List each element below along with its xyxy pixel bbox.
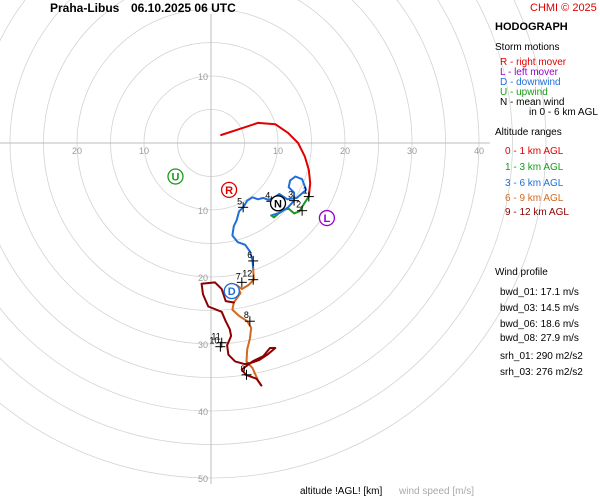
y-tick-label: 10: [198, 72, 208, 82]
storm-marker-circle: [318, 209, 336, 227]
height-mark-2: 2: [296, 200, 308, 216]
x-tick-label: 20: [72, 146, 82, 156]
speed-axis-label: wind speed [m/s]: [399, 486, 475, 497]
height-mark-12: 12: [242, 269, 259, 285]
y-tick-label: 40: [198, 407, 208, 417]
storm-marker-letter: U: [172, 172, 180, 184]
height-mark-label: 1: [303, 186, 308, 196]
height-mark-11: 11: [211, 332, 227, 348]
altitude-item-9-12: 9 - 12 km AGL: [505, 207, 569, 218]
storm-marker-circle: [167, 168, 184, 185]
storm-marker-letter: N: [274, 198, 282, 210]
storm-marker-circle: [220, 181, 238, 199]
x-tick-label: 20: [340, 146, 350, 156]
storm-marker-u: U: [167, 168, 184, 185]
storm-marker-l: L: [318, 209, 336, 227]
storm-item-d: D - downwind: [500, 77, 561, 88]
profile-srh-03: srh_03: 276 m2/s2: [500, 367, 583, 378]
altitude-item-6-9: 6 - 9 km AGL: [505, 193, 564, 204]
storm-item-n: N - mean wind: [500, 97, 565, 108]
series-3-6-km: [231, 175, 308, 270]
storm-item-r: R - right mover: [500, 57, 567, 68]
y-tick-label: 30: [198, 340, 208, 350]
height-mark-label: 7: [236, 271, 241, 281]
height-mark-6: 6: [247, 250, 259, 266]
y-tick-label: 20: [198, 273, 208, 283]
wind-profile-title: Wind profile: [495, 267, 548, 278]
storm-marker-letter: R: [225, 185, 233, 197]
ring-50: [0, 0, 547, 479]
height-mark-label: 8: [244, 310, 249, 320]
storm-motions-title: Storm motions: [495, 42, 560, 53]
altitude-axis-label: altitude !AGL! [km]: [300, 486, 383, 497]
profile-bwd-08: bwd_08: 27.9 m/s: [500, 333, 579, 344]
altitude-item-0-1: 0 - 1 km AGL: [505, 146, 564, 157]
hodograph-series: [200, 121, 312, 387]
altitude-item-3-6: 3 - 6 km AGL: [505, 178, 564, 189]
height-mark-10: 10: [209, 336, 226, 352]
y-tick-label: 10: [198, 206, 208, 216]
profile-bwd-01: bwd_01: 17.1 m/s: [500, 287, 579, 298]
x-tick-label: 10: [273, 146, 283, 156]
storm-marker-n: N: [269, 195, 287, 212]
y-tick-label: 50: [198, 474, 208, 484]
altitude-item-1-3: 1 - 3 km AGL: [505, 162, 564, 173]
height-mark-label: 5: [237, 196, 242, 206]
profile-srh-01: srh_01: 290 m2/s2: [500, 351, 583, 362]
storm-item-n-note: in 0 - 6 km AGL: [529, 107, 598, 118]
height-mark-label: 10: [209, 336, 219, 346]
storm-marker-circle: [223, 282, 240, 300]
height-mark-9: 9: [240, 364, 252, 380]
height-mark-3: 3: [288, 190, 300, 206]
height-mark-5: 5: [237, 196, 249, 213]
storm-marker-d: D: [223, 282, 240, 300]
station-name: Praha-Libus: [50, 1, 120, 15]
height-mark-label: 6: [247, 250, 252, 260]
speed-rings: [0, 0, 547, 479]
tick-labels: 20 10 10 20 30 40 10 10 20 30 40 50: [72, 72, 484, 484]
x-tick-label: 10: [139, 146, 149, 156]
height-mark-label: 12: [242, 269, 252, 279]
panel-title: HODOGRAPH: [495, 21, 568, 33]
series-0-1-km: [220, 121, 312, 198]
profile-bwd-06: bwd_06: 18.6 m/s: [500, 319, 579, 330]
height-mark-8: 8: [244, 310, 255, 327]
storm-marker-circle: [269, 195, 287, 212]
height-mark-7: 7: [236, 271, 247, 288]
storm-marker-r: R: [220, 181, 238, 199]
series-9-12-km: [200, 281, 277, 387]
credit: CHMI © 2025: [530, 2, 597, 14]
date-time: 06.10.2025 06 UTC: [131, 1, 236, 15]
altitude-ranges-title: Altitude ranges: [495, 127, 562, 138]
height-mark-1: 1: [303, 186, 314, 202]
storm-marker-letter: L: [324, 213, 331, 225]
storm-item-l: L - left mover: [500, 67, 558, 78]
storm-motion-markers: R L D U N: [167, 168, 336, 300]
storm-marker-letter: D: [228, 286, 236, 298]
height-mark-label: 3: [288, 190, 293, 200]
axes: [0, 14, 490, 484]
height-mark-label: 4: [265, 190, 270, 200]
profile-bwd-03: bwd_03: 14.5 m/s: [500, 303, 579, 314]
x-tick-label: 30: [407, 146, 417, 156]
height-mark-label: 9: [240, 364, 245, 374]
height-mark-label: 11: [211, 332, 220, 342]
x-tick-label: 40: [474, 146, 484, 156]
height-mark-label: 2: [296, 200, 301, 210]
storm-item-u: U - upwind: [500, 87, 548, 98]
